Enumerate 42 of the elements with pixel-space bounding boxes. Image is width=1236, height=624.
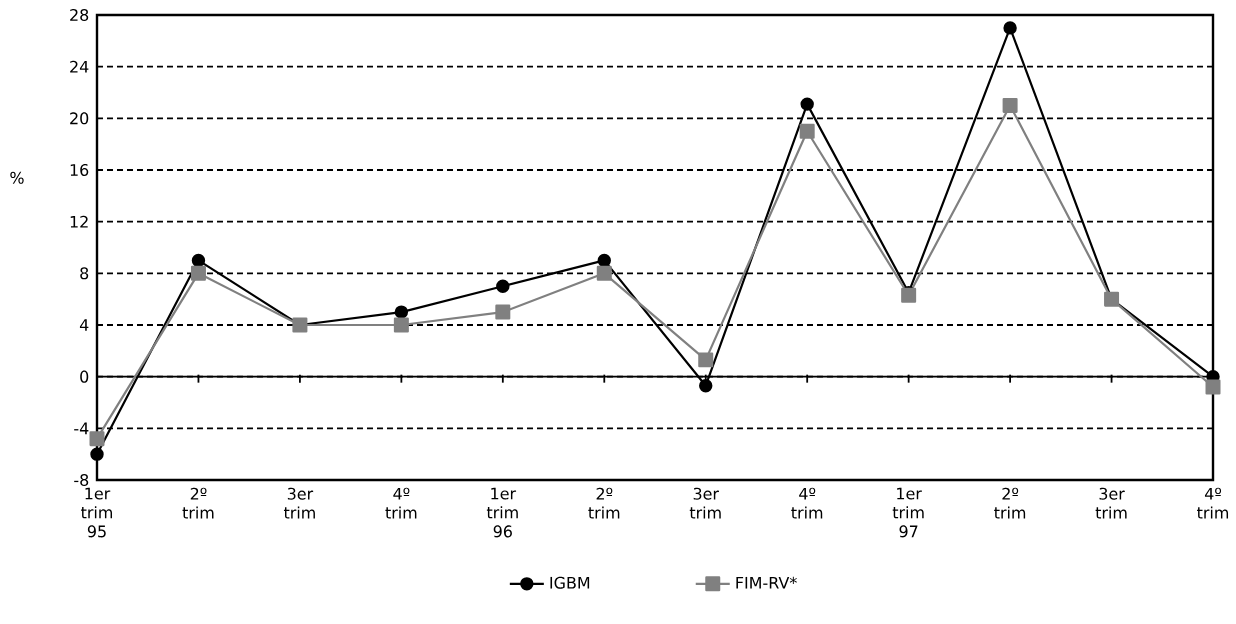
point (698, 352, 714, 368)
y-tick-label: 16 (70, 163, 89, 177)
point (394, 305, 409, 319)
x-tick-label: 2º trim (588, 487, 620, 519)
x-tick-label: 2º trim (994, 487, 1026, 519)
legend-label: IGBM (550, 576, 590, 589)
y-tick-label: 20 (70, 112, 89, 125)
x-tick-label: 1er trim 95 (81, 487, 113, 538)
point (495, 304, 511, 320)
point (800, 97, 814, 111)
y-tick-label: 4 (79, 319, 89, 331)
y-tick-label: 28 (70, 8, 89, 22)
x-tick-label: 1er trim 97 (892, 487, 924, 538)
y-axis-title: % (10, 171, 24, 184)
legend-label: FIM-RV* (736, 576, 797, 589)
x-tick-label: 4º trim (791, 487, 823, 519)
y-tick-label: 12 (70, 215, 88, 228)
x-tick-label: 2º trim (182, 487, 214, 519)
x-tick-label: 3er trim (689, 487, 721, 519)
y-tick-label: 8 (80, 267, 89, 280)
x-tick-label: 3er trim (1095, 487, 1127, 519)
point (89, 431, 105, 447)
x-tick-label: 4º trim (1197, 487, 1229, 519)
y-tick-label: -8 (74, 473, 89, 487)
y-tick-label: -4 (74, 422, 89, 435)
point (190, 265, 206, 281)
point (799, 123, 815, 139)
point (699, 379, 713, 393)
point (393, 317, 409, 333)
point (596, 265, 612, 281)
y-tick-label: 24 (70, 60, 89, 73)
point (1205, 379, 1221, 395)
point (1003, 21, 1017, 35)
y-tick-label: 0 (80, 370, 89, 383)
point (496, 279, 510, 293)
x-tick-label: 4º trim (385, 487, 417, 519)
x-tick-label: 1er trim 96 (486, 487, 518, 538)
point (597, 253, 611, 268)
x-tick-label: 3er trim (283, 487, 315, 519)
point (1002, 97, 1018, 113)
point (90, 447, 104, 461)
point (191, 253, 206, 268)
